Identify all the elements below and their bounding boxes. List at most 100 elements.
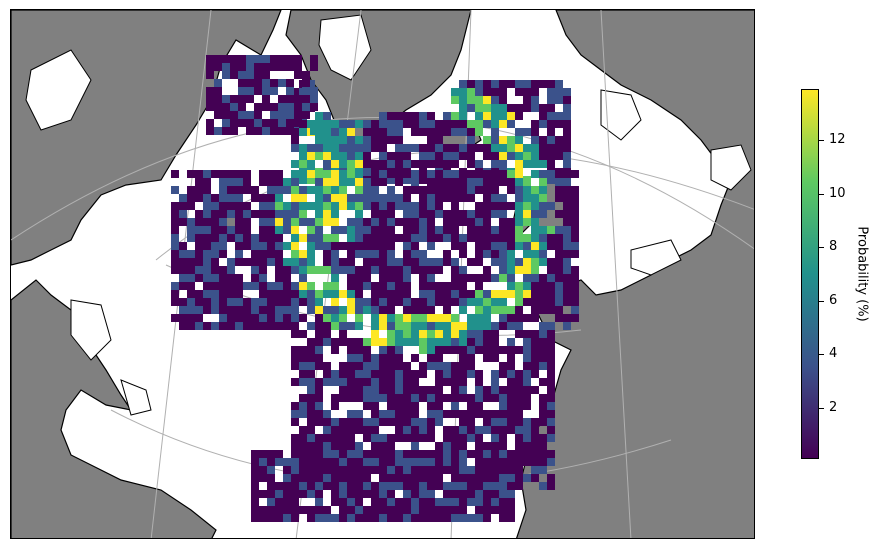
probability-cell (323, 410, 331, 418)
probability-cell (307, 434, 315, 442)
probability-cell (310, 63, 318, 71)
probability-cell (531, 386, 539, 394)
probability-cell (467, 338, 475, 346)
probability-cell (195, 298, 203, 306)
probability-cell (483, 250, 491, 258)
probability-cell (214, 87, 222, 95)
probability-cell (347, 474, 355, 482)
probability-cell (291, 474, 299, 482)
probability-cell (347, 298, 355, 306)
probability-cell (331, 282, 339, 290)
probability-cell (179, 298, 187, 306)
probability-cell (259, 474, 267, 482)
probability-cell (499, 160, 507, 168)
probability-cell (235, 194, 243, 202)
probability-cell (331, 418, 339, 426)
probability-cell (411, 426, 419, 434)
probability-cell (299, 194, 307, 202)
probability-cell (355, 170, 363, 178)
probability-cell (307, 474, 315, 482)
probability-cell (347, 136, 355, 144)
probability-cell (459, 186, 467, 194)
probability-cell (475, 346, 483, 354)
probability-cell (203, 234, 211, 242)
probability-cell (203, 258, 211, 266)
probability-cell (403, 402, 411, 410)
probability-cell (379, 450, 387, 458)
probability-cell (387, 266, 395, 274)
probability-cell (262, 103, 270, 111)
probability-cell (451, 490, 459, 498)
probability-cell (307, 378, 315, 386)
probability-cell (267, 170, 275, 178)
probability-cell (547, 242, 555, 250)
probability-cell (379, 226, 387, 234)
probability-cell (286, 119, 294, 127)
probability-cell (427, 482, 435, 490)
probability-cell (523, 474, 531, 482)
probability-cell (403, 378, 411, 386)
probability-cell (291, 450, 299, 458)
probability-cell (323, 234, 331, 242)
probability-cell (355, 474, 363, 482)
probability-cell (379, 218, 387, 226)
probability-cell (491, 186, 499, 194)
probability-cell (539, 250, 547, 258)
probability-cell (251, 234, 259, 242)
probability-cell (499, 194, 507, 202)
probability-cell (515, 330, 523, 338)
probability-cell (467, 290, 475, 298)
probability-cell (411, 442, 419, 450)
probability-cell (555, 282, 563, 290)
probability-cell (443, 186, 451, 194)
probability-cell (246, 71, 254, 79)
probability-cell (491, 482, 499, 490)
probability-cell (419, 226, 427, 234)
probability-cell (451, 466, 459, 474)
probability-cell (387, 442, 395, 450)
probability-cell (259, 234, 267, 242)
probability-cell (539, 258, 547, 266)
probability-cell (203, 290, 211, 298)
probability-cell (507, 394, 515, 402)
probability-cell (323, 242, 331, 250)
probability-cell (251, 306, 259, 314)
probability-cell (315, 144, 323, 152)
probability-cell (451, 298, 459, 306)
probability-cell (259, 314, 267, 322)
probability-cell (267, 250, 275, 258)
probability-cell (451, 346, 459, 354)
probability-cell (467, 426, 475, 434)
probability-cell (419, 482, 427, 490)
probability-cell (363, 466, 371, 474)
probability-cell (299, 186, 307, 194)
probability-cell (475, 322, 483, 330)
probability-cell (379, 322, 387, 330)
probability-cell (379, 394, 387, 402)
probability-cell (395, 128, 403, 136)
probability-cell (315, 234, 323, 242)
probability-cell (475, 474, 483, 482)
probability-cell (307, 402, 315, 410)
probability-cell (246, 119, 254, 127)
probability-cell (339, 226, 347, 234)
probability-cell (387, 466, 395, 474)
probability-cell (475, 498, 483, 506)
probability-cell (403, 410, 411, 418)
probability-cell (275, 178, 283, 186)
probability-cell (323, 112, 331, 120)
probability-cell (451, 152, 459, 160)
probability-cell (275, 210, 283, 218)
probability-cell (379, 346, 387, 354)
probability-cell (451, 410, 459, 418)
probability-cell (251, 458, 259, 466)
probability-cell (230, 63, 238, 71)
probability-cell (387, 290, 395, 298)
probability-cell (323, 450, 331, 458)
probability-cell (331, 490, 339, 498)
probability-cell (179, 282, 187, 290)
probability-cell (459, 378, 467, 386)
probability-cell (435, 314, 443, 322)
probability-cell (251, 466, 259, 474)
probability-cell (443, 370, 451, 378)
